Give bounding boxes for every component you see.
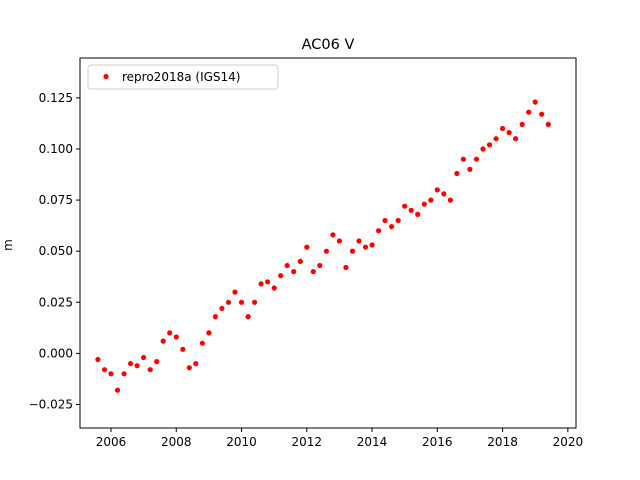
data-point [199, 340, 205, 346]
data-point [376, 228, 382, 234]
data-point [447, 197, 453, 203]
data-point [526, 109, 532, 115]
data-point [460, 156, 466, 162]
data-point [108, 371, 114, 377]
data-point [147, 367, 153, 373]
y-tick-label: 0.025 [39, 295, 73, 309]
data-point [539, 111, 545, 117]
x-tick-label: 2020 [553, 435, 584, 449]
data-point [232, 289, 238, 295]
data-point [114, 387, 121, 393]
data-point [545, 121, 551, 127]
data-point [323, 248, 329, 254]
data-point [291, 269, 297, 275]
data-point [395, 217, 401, 224]
x-tick-label: 2016 [422, 435, 453, 449]
y-tick-label: 0.125 [39, 91, 73, 105]
data-point [304, 244, 310, 250]
data-point [121, 371, 127, 377]
data-point [415, 211, 421, 217]
data-point [382, 217, 388, 224]
y-axis-label: m [1, 239, 15, 251]
data-point [258, 281, 264, 287]
x-tick-label: 2014 [357, 435, 388, 449]
legend-box [87, 64, 279, 90]
legend: repro2018a (IGS14) [87, 64, 279, 90]
data-point [408, 207, 414, 213]
data-point [317, 262, 323, 269]
data-point [506, 130, 512, 136]
data-point [343, 264, 349, 271]
data-point [186, 365, 192, 371]
data-point [193, 361, 199, 367]
data-point [160, 338, 166, 344]
data-point [173, 334, 179, 340]
data-point [212, 314, 218, 320]
data-point [141, 354, 147, 361]
legend-marker [103, 73, 109, 80]
y-tick-label: 0.000 [39, 346, 73, 360]
data-point [95, 356, 101, 363]
x-tick-label: 2008 [161, 435, 192, 449]
data-point [486, 142, 493, 148]
legend-label: repro2018a (IGS14) [122, 70, 240, 84]
data-point [480, 146, 486, 152]
data-point [101, 367, 108, 373]
y-tick-label: 0.050 [39, 244, 73, 258]
data-point [369, 242, 375, 248]
data-point [167, 330, 173, 336]
data-point [356, 238, 362, 244]
data-point [532, 99, 538, 105]
data-point [467, 166, 473, 172]
y-axis-ticks: −0.025 0.000 0.025 0.050 0.075 0.100 0.125 [29, 91, 80, 411]
data-point [519, 121, 525, 127]
x-tick-label: 2010 [226, 435, 257, 449]
y-tick-label: 0.100 [39, 142, 73, 156]
data-point [180, 346, 186, 352]
x-tick-label: 2018 [487, 435, 518, 449]
data-point [206, 330, 212, 336]
data-point [128, 361, 134, 367]
data-point [349, 248, 356, 254]
y-tick-label: 0.075 [39, 193, 73, 207]
data-point [310, 269, 316, 275]
scatter-series [95, 99, 551, 393]
data-point [473, 156, 480, 162]
data-point [134, 363, 140, 369]
x-tick-label: 2012 [292, 435, 323, 449]
data-point [402, 203, 408, 209]
data-point [252, 299, 258, 305]
data-point [389, 224, 395, 230]
data-point [500, 125, 506, 132]
data-point [428, 197, 434, 203]
data-point [245, 314, 251, 320]
data-point [154, 359, 160, 365]
data-point [219, 305, 225, 311]
data-point [265, 279, 271, 285]
data-point [454, 170, 460, 177]
chart-title: AC06 V [302, 37, 355, 53]
data-point [513, 136, 519, 142]
data-point [284, 262, 290, 269]
plot-frame [79, 57, 577, 429]
data-point [297, 258, 303, 264]
data-point [441, 191, 447, 197]
data-point [225, 299, 232, 305]
data-point [238, 299, 245, 305]
x-axis-ticks: 2006 2008 2010 2012 2014 2016 2018 2020 [96, 428, 583, 449]
data-point [330, 232, 336, 238]
data-point [336, 238, 342, 244]
data-point [271, 285, 277, 291]
data-point [421, 201, 427, 207]
data-point [278, 273, 284, 279]
y-tick-label: −0.025 [29, 397, 73, 411]
data-point [493, 136, 499, 142]
data-point [434, 187, 440, 193]
data-point [362, 244, 369, 250]
x-tick-label: 2006 [96, 435, 127, 449]
